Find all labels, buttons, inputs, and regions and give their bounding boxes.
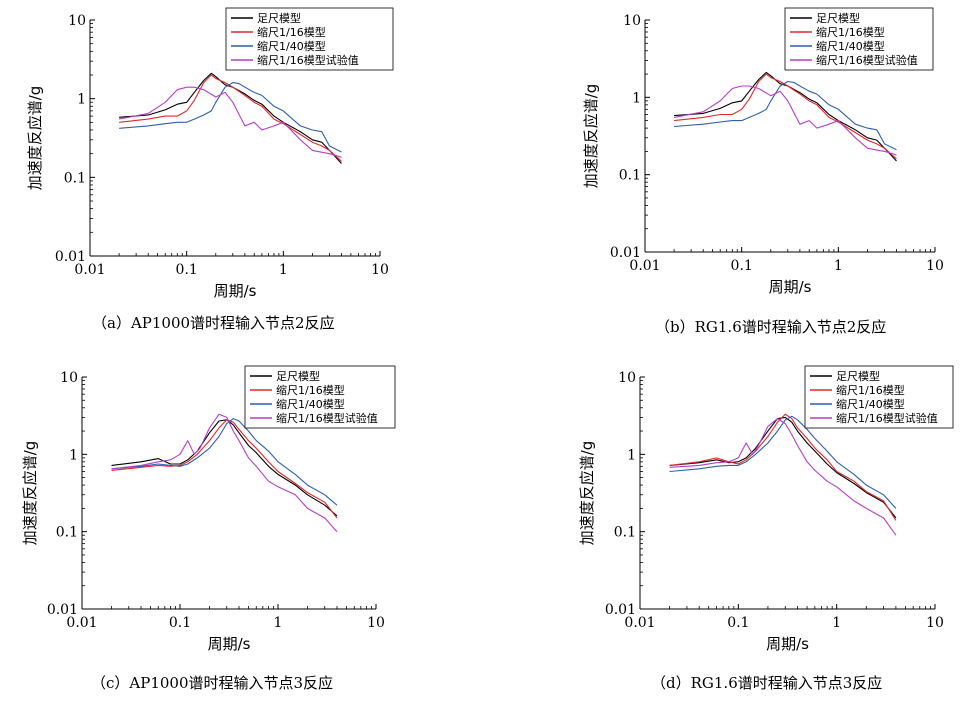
x-tick-label: 1 [834,258,843,274]
series-line-3 [669,415,897,509]
y-tick-label: 0.01 [610,245,641,261]
legend-label: 缩尺1/16模型 [836,383,905,397]
legend-label: 足尺模型 [816,11,860,25]
x-tick-label: 10 [926,258,944,274]
x-tick-label: 10 [367,615,385,631]
y-tick-label: 1 [69,447,78,463]
x-tick-label: 1 [274,615,283,631]
series-line-1 [111,419,338,517]
chart-panel-b: 0.01 0.1 1 100.010.1110周期/s加速度反应谱/g足尺模型缩尺1/… [582,7,944,296]
y-axis-label: 加速度反应谱/g [26,86,44,191]
caption-d: （d）RG1.6谱时程输入节点3反应 [651,674,883,692]
x-tick-label: 10 [926,615,944,631]
legend-label: 缩尺1/40模型 [816,39,885,53]
x-tick-label: 0.1 [169,615,191,631]
x-axis-label: 周期/s [769,278,812,296]
x-tick-label: 1 [279,262,288,278]
x-tick-label: 10 [371,262,389,278]
chart-panel-a: 0.01 0.1 1 100.010.1110周期/s加速度反应谱/g足尺模型缩尺1/… [26,7,394,300]
x-axis-label: 周期/s [208,635,251,653]
legend-label: 足尺模型 [836,369,880,383]
legend-label: 缩尺1/16模型 [276,383,345,397]
x-tick-label: 0.01 [629,258,660,274]
series-line-3 [111,418,338,506]
chart-panel-c: 0.01 0.1 1 100.010.1110周期/s加速度反应谱/g足尺模型缩尺1/… [21,365,396,653]
legend-label: 缩尺1/16模型试验值 [276,411,378,425]
series-line-4 [111,413,338,533]
caption-a: （a）AP1000谱时程输入节点2反应 [92,314,335,332]
y-axis-label: 加速度反应谱/g [582,84,600,189]
legend-label: 足尺模型 [257,11,301,25]
series-line-2 [669,413,897,521]
x-tick-label: 0.01 [624,615,655,631]
y-tick-label: 0.01 [55,249,86,265]
series-line-2 [119,74,342,162]
series-line-2 [674,73,897,160]
series-line-4 [673,85,897,156]
y-tick-label: 0.01 [605,602,636,618]
y-axis-label: 加速度反应谱/g [21,441,39,546]
y-tick-label: 0.1 [56,525,78,541]
y-tick-label: 10 [618,370,636,386]
y-tick-label: 0.1 [619,168,641,184]
y-tick-label: 0.01 [47,602,78,618]
y-tick-label: 1 [632,90,641,106]
x-axis-label: 周期/s [766,635,809,653]
x-tick-label: 0.1 [727,615,749,631]
series-line-3 [119,82,342,153]
legend-label: 缩尺1/16模型试验值 [257,53,359,67]
y-axis-label: 加速度反应谱/g [578,441,596,546]
x-tick-label: 0.01 [74,262,105,278]
caption-b: （b）RG1.6谱时程输入节点2反应 [655,318,887,336]
y-tick-label: 10 [60,370,78,386]
y-tick-label: 10 [68,13,86,29]
y-tick-label: 10 [623,13,641,29]
x-tick-label: 0.1 [731,258,753,274]
legend-label: 缩尺1/16模型 [257,25,326,39]
series-line-4 [118,86,342,158]
y-tick-label: 1 [77,92,86,108]
chart-panel-d: 0.01 0.1 1 100.010.1110周期/s加速度反应谱/g足尺模型缩尺1/… [578,365,954,653]
x-tick-label: 1 [832,615,841,631]
x-tick-label: 0.1 [176,262,198,278]
legend-label: 缩尺1/40模型 [257,39,326,53]
caption-c: （c）AP1000谱时程输入节点3反应 [91,674,334,692]
legend-label: 缩尺1/16模型 [816,25,885,39]
x-axis-label: 周期/s [214,282,257,300]
legend-label: 缩尺1/40模型 [836,397,905,411]
series-line-3 [674,80,897,151]
legend-label: 缩尺1/40模型 [276,397,345,411]
legend-label: 足尺模型 [276,369,320,383]
y-tick-label: 1 [627,447,636,463]
series-line-4 [669,418,897,536]
legend-box [225,7,394,71]
legend-label: 缩尺1/16模型试验值 [836,411,938,425]
legend-label: 缩尺1/16模型试验值 [816,53,918,67]
x-tick-label: 0.01 [66,615,97,631]
y-tick-label: 0.1 [64,170,86,186]
y-tick-label: 0.1 [614,525,636,541]
